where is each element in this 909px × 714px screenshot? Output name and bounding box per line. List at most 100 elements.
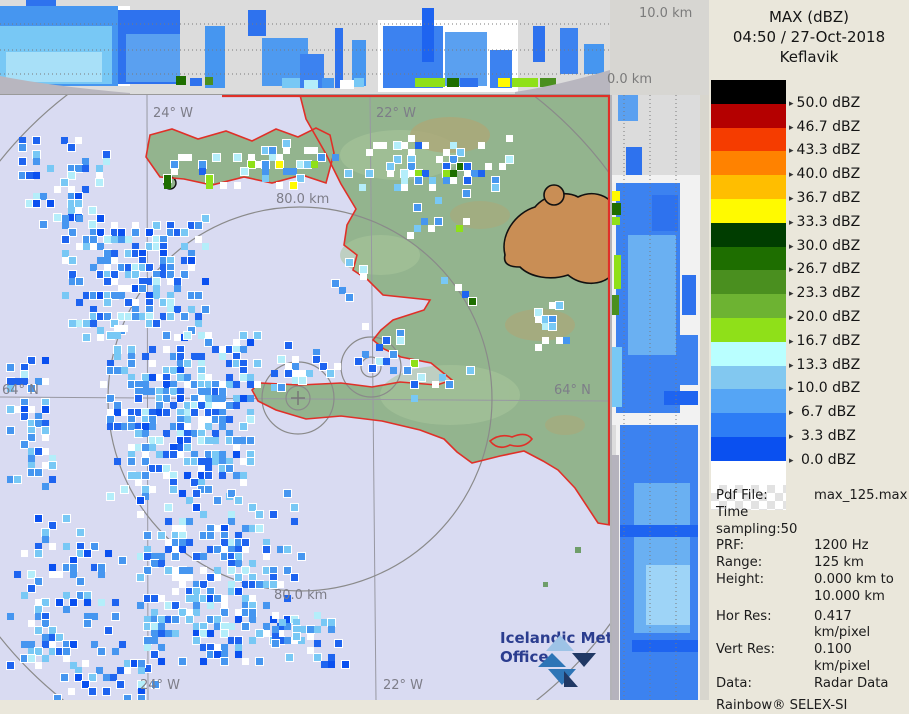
info-label: Time sampling:50 [716, 504, 798, 537]
lon-label-bottom-right: 22° W [383, 678, 423, 693]
scale-label: ▸ 20.0 dBZ [789, 309, 861, 325]
info-value [814, 505, 906, 539]
info-label: Data: [716, 675, 752, 691]
lat-label-right: 64° N [554, 383, 591, 398]
panel-divider [610, 95, 612, 700]
top-profile-graphic [0, 0, 610, 95]
right-profile-graphic [612, 95, 700, 705]
radar-site-cross [291, 391, 305, 405]
scale-label: ▸ 16.7 dBZ [789, 332, 861, 349]
top-height-profile-panel [0, 0, 610, 95]
profile-axis-corner: 10.0 km 0.0 km [607, 0, 709, 95]
profile-max-height-label: 10.0 km [639, 6, 693, 21]
scale-label: ▸ 13.3 dBZ [789, 356, 861, 373]
info-value: 10.000 km [814, 588, 885, 604]
info-row: Data: Radar Data [716, 676, 906, 693]
scale-label: ▸ 36.7 dBZ [789, 190, 861, 206]
info-row: Hor Res: 0.417 km/pixel [716, 609, 906, 643]
scale-label: ▸ 3.3 dBZ [789, 428, 856, 444]
scale-band [711, 246, 786, 271]
scale-band [711, 317, 786, 342]
scale-band [711, 80, 786, 104]
info-row: Range: 125 km [716, 555, 906, 572]
ring-label-top: 80.0 km [276, 192, 329, 207]
scale-label: ▸ 46.7 dBZ [789, 118, 861, 135]
imo-logo-text-line2: Office [500, 648, 549, 666]
scale-label: ▸ 0.0 dBZ [789, 451, 856, 468]
info-label: Vert Res: [716, 642, 775, 658]
info-row: Pdf File: max_125.max [716, 488, 908, 505]
scale-band [711, 175, 786, 199]
info-label: Pdf File: [716, 488, 768, 503]
radar-echoes [6, 135, 570, 703]
highland-contour-small [543, 184, 565, 206]
legend-gutter [700, 95, 709, 700]
info-value: 0.417 km/pixel [814, 608, 871, 641]
info-label: PRF: [716, 538, 745, 554]
scale-label: ▸ 23.3 dBZ [789, 285, 861, 302]
info-row: PRF: 1200 Hz [716, 538, 906, 555]
scale-band [711, 413, 786, 437]
info-value: Radar Data [814, 675, 889, 691]
scale-band [711, 436, 786, 461]
lon-label-bottom-left: 24° W [140, 678, 180, 693]
scale-band [711, 365, 786, 390]
radar-map-graphic: 24° W 22° W 24° W 22° W 64° N 64° N 80.0… [0, 15, 684, 714]
info-label [716, 589, 814, 606]
radar-site-name: Keflavik [779, 48, 839, 66]
right-height-profile-panel [612, 95, 700, 705]
scale-label: ▸ 6.7 dBZ [789, 404, 856, 421]
info-value: 125 km [814, 555, 864, 571]
legend-panel: MAX (dBZ) 04:50 / 27-Oct-2018 Keflavik ▸… [709, 0, 909, 713]
scale-band [711, 222, 786, 247]
profile-min-height-label: 0.0 km [607, 72, 652, 87]
software-credit: Rainbow® SELEX-SI [716, 697, 848, 713]
info-row: Height: 0.000 km to [716, 572, 906, 589]
imo-logo-pinwheel-icon [538, 635, 596, 687]
legend-header: MAX (dBZ) 04:50 / 27-Oct-2018 Keflavik [709, 0, 909, 67]
scale-band [711, 484, 786, 510]
info-label: Height: [716, 571, 765, 587]
scale-label: ▸ 50.0 dBZ [789, 94, 861, 111]
islets [543, 547, 581, 587]
scale-band [711, 341, 786, 366]
scale-label: ▸ 30.0 dBZ [789, 237, 861, 254]
scale-band [711, 389, 786, 414]
radar-map: 24° W 22° W 24° W 22° W 64° N 64° N 80.0… [0, 15, 684, 714]
terrain-profile-right [515, 70, 610, 95]
product-title: MAX (dBZ) [768, 8, 850, 26]
scale-label: ▸ 40.0 dBZ [789, 166, 861, 183]
coastline [145, 94, 611, 526]
terrain-profile-edge [612, 455, 619, 700]
scale-band [711, 103, 786, 128]
info-row: Vert Res: 0.100 km/pixel [716, 642, 906, 676]
landmass [252, 95, 610, 525]
scale-band [711, 151, 786, 176]
scale-band [711, 198, 786, 223]
info-value: 0.000 km to [814, 571, 894, 587]
map-labels: 24° W 22° W 24° W 22° W 64° N 64° N 80.0… [2, 106, 591, 693]
product-datetime: 04:50 / 27-Oct-2018 [732, 28, 886, 46]
scale-band [711, 294, 786, 318]
scale-band [711, 270, 786, 295]
info-value: 0.100 km/pixel [814, 642, 871, 674]
lon-label-top-right: 22° W [376, 106, 416, 121]
info-value: max_125.max [814, 488, 908, 503]
scale-label: ▸ 10.0 dBZ [789, 380, 861, 397]
scale-label: ▸ 43.3 dBZ [789, 142, 861, 159]
scale-label: ▸ 33.3 dBZ [789, 213, 861, 230]
imo-logo: Icelandic Met Office [500, 629, 613, 687]
imo-logo-text-line1: Icelandic Met [500, 629, 610, 647]
ring-label-bottom: 80.0 km [274, 588, 327, 603]
info-value: 1200 Hz [814, 538, 869, 554]
scale-band [711, 460, 786, 485]
lat-label-left: 64° N [2, 383, 39, 398]
info-row: Time sampling:50 [716, 505, 906, 539]
scale-band [711, 127, 786, 152]
info-label: Hor Res: [716, 608, 772, 624]
lon-label-top-left: 24° W [153, 106, 193, 121]
color-scale: ▸ 50.0 dBZ ▸ 46.7 dBZ ▸ 43.3 dBZ ▸ 40.0 dBZ ▸ 36.… [711, 80, 907, 510]
info-label: Range: [716, 555, 763, 571]
terrain-profile-left [0, 76, 130, 95]
scale-label: ▸ 26.7 dBZ [789, 261, 861, 278]
